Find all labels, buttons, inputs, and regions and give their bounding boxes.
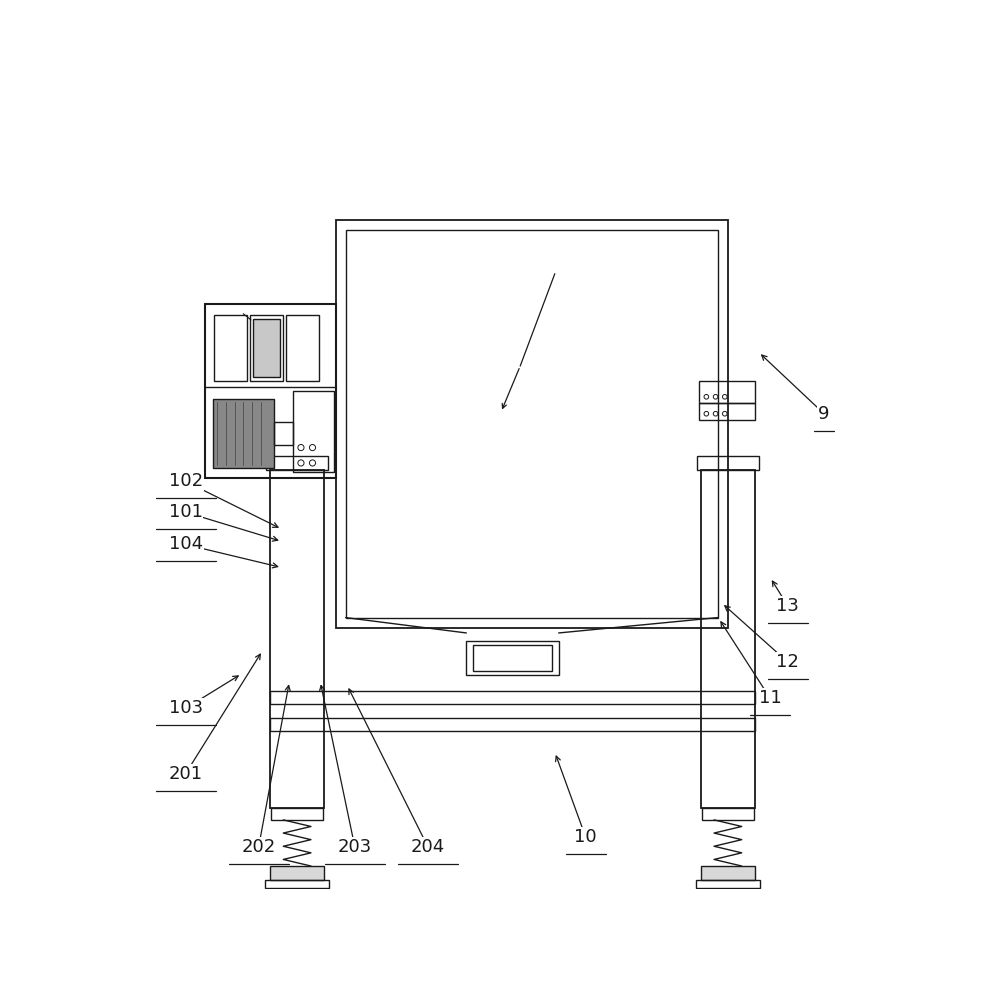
Bar: [271, 808, 323, 820]
Bar: [696, 880, 760, 887]
Bar: [250, 316, 283, 381]
Bar: [697, 456, 759, 470]
Bar: [205, 305, 336, 478]
Text: 13: 13: [776, 597, 799, 615]
Bar: [723, 897, 732, 904]
Text: 104: 104: [169, 535, 203, 553]
Bar: [336, 220, 728, 627]
Bar: [293, 391, 334, 473]
Bar: [270, 470, 324, 808]
Bar: [270, 690, 755, 704]
Bar: [213, 399, 274, 469]
Bar: [293, 897, 302, 904]
Bar: [699, 403, 755, 420]
Text: 11: 11: [759, 689, 782, 707]
Bar: [253, 319, 280, 378]
Bar: [265, 880, 329, 887]
Bar: [466, 640, 559, 675]
Bar: [266, 456, 328, 470]
Text: 201: 201: [169, 764, 203, 783]
Bar: [701, 470, 755, 808]
Bar: [699, 382, 755, 403]
Text: 10: 10: [574, 828, 597, 846]
Bar: [701, 866, 755, 880]
Bar: [214, 316, 247, 381]
Bar: [270, 718, 755, 731]
Text: 202: 202: [242, 838, 276, 856]
Text: 102: 102: [169, 473, 203, 491]
Bar: [270, 866, 324, 880]
Text: 103: 103: [169, 699, 203, 717]
Text: 9: 9: [818, 405, 830, 423]
Text: 203: 203: [338, 838, 372, 856]
Text: 12: 12: [776, 653, 799, 671]
Text: 101: 101: [169, 503, 203, 521]
Text: 204: 204: [411, 838, 445, 856]
Circle shape: [705, 891, 751, 937]
Bar: [702, 808, 754, 820]
Bar: [346, 230, 718, 617]
Bar: [286, 316, 319, 381]
Circle shape: [274, 891, 320, 937]
Bar: [274, 422, 293, 446]
Bar: [473, 645, 552, 670]
